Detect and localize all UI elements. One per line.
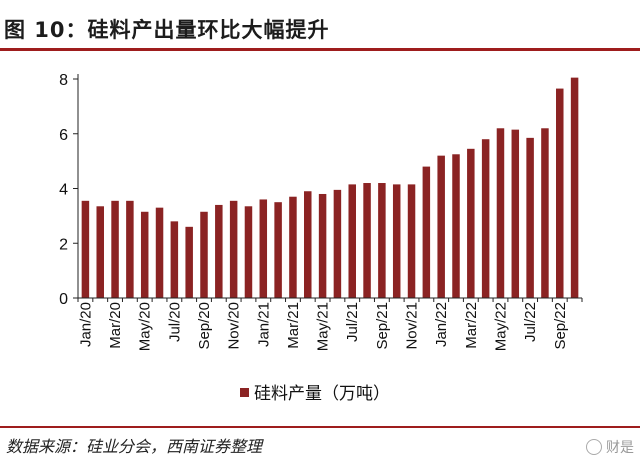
watermark-logo-icon	[586, 439, 602, 455]
x-tick-label: Mar/21	[285, 302, 302, 349]
x-tick-label: Sep/21	[374, 302, 391, 350]
bar-apr-22	[481, 139, 490, 298]
bar-apr-21	[304, 191, 312, 298]
bar-chart: 0 2 4 6 8 Jan/20 Mar/20 May/20 Jul/20 Sep/20 Nov/…	[59, 72, 583, 404]
bar-may-20	[140, 211, 149, 298]
bar-sep-20	[200, 211, 208, 298]
x-tick-label: Jan/21	[255, 302, 272, 347]
source-note: 数据来源：硅业分会，西南证券整理	[6, 437, 263, 456]
bar-sep-21	[378, 183, 386, 298]
x-tick-label: Jul/21	[344, 302, 361, 342]
chart-title: 图 10：硅料产出量环比大幅提升	[4, 18, 330, 42]
legend-label: 硅料产量（万吨）	[254, 384, 390, 404]
bar-jul-22	[526, 137, 534, 298]
x-tick-label: Nov/21	[404, 302, 421, 350]
x-tick-label: Mar/22	[463, 302, 480, 349]
bar-oct-20	[215, 204, 223, 298]
bar-may-22	[496, 128, 505, 298]
bar-jan-21	[259, 199, 268, 298]
bar-nov-21	[407, 184, 416, 298]
y-tick-label: 2	[59, 236, 68, 253]
x-tick-label: Jul/20	[166, 302, 183, 342]
bar-may-21	[318, 193, 327, 298]
bar-jan-22	[437, 155, 445, 298]
bar-jul-20	[170, 221, 179, 298]
y-tick-label: 0	[59, 291, 68, 308]
bar-jun-21	[333, 189, 342, 298]
legend-swatch	[240, 388, 249, 397]
y-axis: 0 2 4 6 8	[59, 72, 79, 308]
x-tick-label: Nov/20	[226, 302, 243, 350]
legend: 硅料产量（万吨）	[240, 384, 390, 404]
x-tick-label: May/20	[137, 302, 154, 351]
x-tick-label: May/21	[315, 302, 332, 351]
bar-mar-22	[467, 148, 475, 298]
bar-apr-20	[126, 200, 134, 298]
bar-jun-22	[511, 129, 520, 298]
x-tick-label: Mar/20	[107, 302, 124, 349]
y-tick-label: 4	[59, 182, 68, 199]
watermark-text: 财是	[606, 440, 634, 456]
y-tick-label: 6	[59, 127, 68, 144]
title-divider	[0, 48, 640, 51]
x-tick-label: Jul/22	[522, 302, 539, 342]
x-tick-label: Sep/22	[552, 302, 569, 350]
x-tick-label: Jan/22	[433, 302, 450, 347]
bar-jul-21	[348, 184, 356, 298]
bar-dec-21	[422, 166, 431, 298]
bar-feb-22	[452, 154, 460, 298]
bar-oct-21	[392, 184, 401, 298]
bar-aug-21	[363, 183, 371, 298]
watermark: 财是	[586, 437, 634, 457]
bar-feb-21	[274, 202, 282, 298]
x-tick-label: May/22	[492, 302, 509, 351]
bar-jan-20	[81, 200, 90, 298]
bar-feb-20	[96, 206, 104, 298]
bar-mar-20	[111, 200, 119, 298]
bar-jun-20	[155, 207, 164, 298]
footer-divider	[0, 426, 640, 428]
x-axis: Jan/20 Mar/20 May/20 Jul/20 Sep/20 Nov/20 Jan/…	[77, 297, 583, 351]
bar-nov-20	[229, 200, 238, 298]
bar-series	[81, 77, 579, 298]
x-tick-label: Sep/20	[196, 302, 213, 350]
bar-dec-20	[244, 206, 253, 298]
y-tick-label: 8	[59, 72, 68, 89]
bar-oct-22	[570, 77, 579, 298]
bar-sep-22	[556, 88, 564, 298]
bar-aug-22	[541, 128, 549, 298]
x-tick-label: Jan/20	[77, 302, 94, 347]
bar-mar-21	[289, 196, 297, 298]
bar-aug-20	[185, 226, 193, 298]
